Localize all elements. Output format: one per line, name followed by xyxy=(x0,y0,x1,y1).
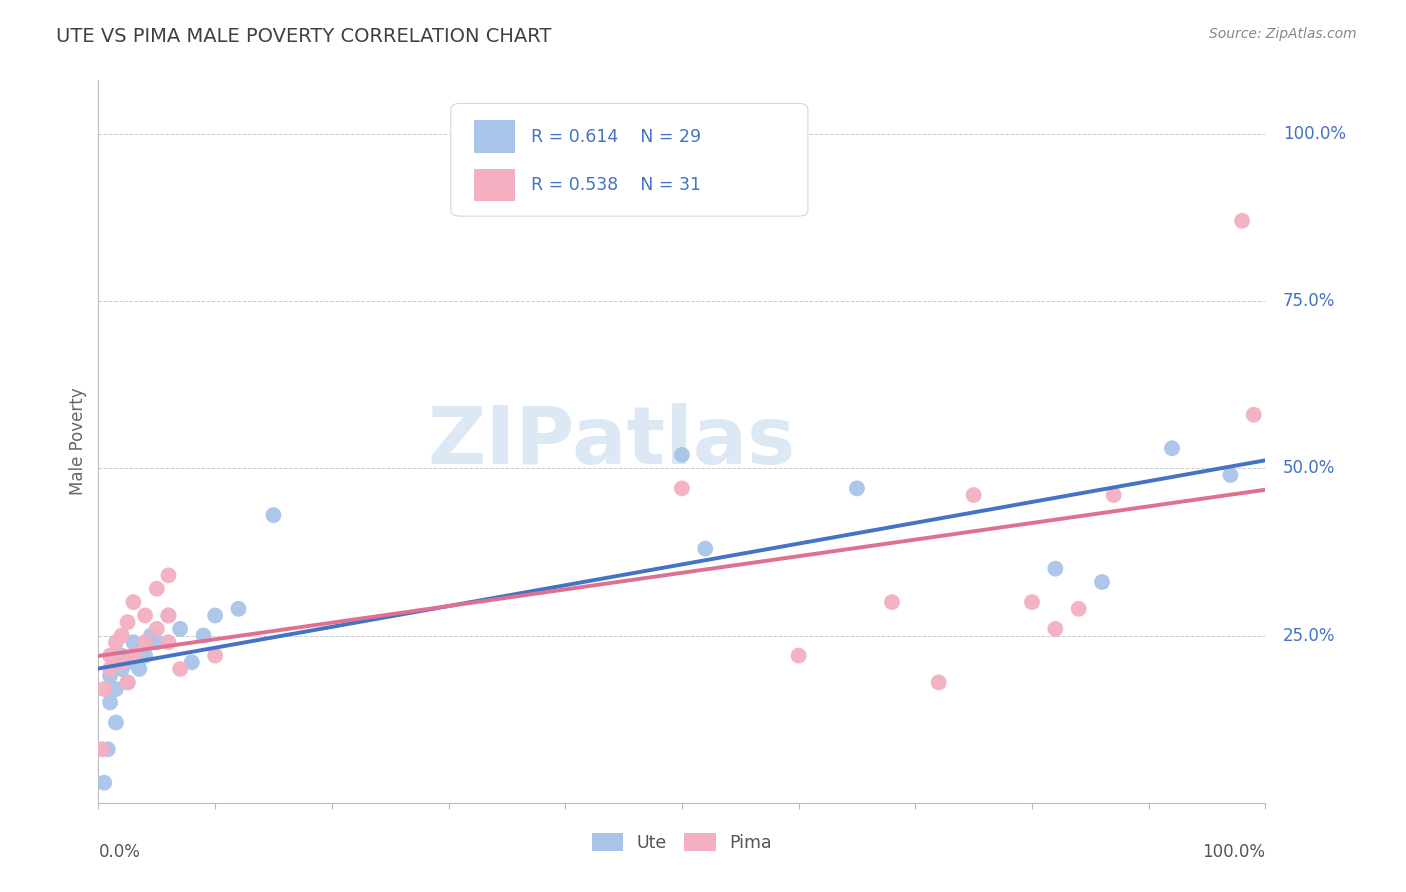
Legend: Ute, Pima: Ute, Pima xyxy=(585,827,779,859)
Point xyxy=(117,615,139,630)
Point xyxy=(122,595,145,609)
Point xyxy=(180,655,202,669)
Point xyxy=(134,648,156,663)
FancyBboxPatch shape xyxy=(474,120,515,153)
Point xyxy=(139,628,162,642)
Point xyxy=(1219,467,1241,482)
Point xyxy=(671,482,693,496)
Point xyxy=(671,448,693,462)
Point xyxy=(104,635,127,649)
Point xyxy=(928,675,950,690)
Point xyxy=(111,662,134,676)
Point xyxy=(157,608,180,623)
Point xyxy=(1161,442,1184,455)
Point xyxy=(97,742,120,756)
Point xyxy=(169,622,191,636)
Point xyxy=(93,681,115,696)
Point xyxy=(695,541,717,556)
Point xyxy=(1045,622,1067,636)
Point xyxy=(1067,602,1090,616)
Point xyxy=(193,628,215,642)
Text: R = 0.614    N = 29: R = 0.614 N = 29 xyxy=(531,128,702,145)
Point xyxy=(146,635,169,649)
Point xyxy=(262,508,284,523)
Point xyxy=(204,648,226,663)
Text: Source: ZipAtlas.com: Source: ZipAtlas.com xyxy=(1209,27,1357,41)
Point xyxy=(117,675,139,690)
Point xyxy=(204,608,226,623)
Text: 100.0%: 100.0% xyxy=(1202,843,1265,861)
Point xyxy=(962,488,984,502)
Point xyxy=(880,595,903,609)
Point xyxy=(157,568,180,582)
Point xyxy=(90,742,112,756)
Point xyxy=(1045,562,1067,576)
FancyBboxPatch shape xyxy=(451,103,808,216)
Point xyxy=(146,622,169,636)
FancyBboxPatch shape xyxy=(474,169,515,202)
Point xyxy=(122,648,145,663)
Point xyxy=(1091,575,1114,590)
Point xyxy=(157,635,180,649)
Text: UTE VS PIMA MALE POVERTY CORRELATION CHART: UTE VS PIMA MALE POVERTY CORRELATION CHA… xyxy=(56,27,551,45)
Point xyxy=(787,648,810,663)
Point xyxy=(1021,595,1043,609)
Point xyxy=(169,662,191,676)
Text: 100.0%: 100.0% xyxy=(1282,125,1346,143)
Y-axis label: Male Poverty: Male Poverty xyxy=(69,388,87,495)
Text: ZIPatlas: ZIPatlas xyxy=(427,402,796,481)
Text: R = 0.538    N = 31: R = 0.538 N = 31 xyxy=(531,176,702,194)
Point xyxy=(122,635,145,649)
Point xyxy=(111,628,134,642)
Point xyxy=(1230,214,1253,228)
Point xyxy=(117,675,139,690)
Point xyxy=(228,602,250,616)
Point xyxy=(111,655,134,669)
Point xyxy=(98,662,121,676)
Point xyxy=(117,655,139,669)
Point xyxy=(1243,408,1265,422)
Point xyxy=(157,608,180,623)
Text: 50.0%: 50.0% xyxy=(1282,459,1336,477)
Point xyxy=(134,635,156,649)
Point xyxy=(98,696,121,710)
Text: 0.0%: 0.0% xyxy=(98,843,141,861)
Text: 75.0%: 75.0% xyxy=(1282,292,1336,310)
Point xyxy=(104,681,127,696)
Point xyxy=(98,648,121,663)
Point xyxy=(846,482,869,496)
Point xyxy=(146,582,169,596)
Point xyxy=(128,662,150,676)
Text: 25.0%: 25.0% xyxy=(1282,626,1336,645)
Point xyxy=(111,648,134,663)
Point xyxy=(134,608,156,623)
Point xyxy=(1102,488,1125,502)
Point xyxy=(98,669,121,683)
Point xyxy=(93,776,115,790)
Point xyxy=(104,715,127,730)
